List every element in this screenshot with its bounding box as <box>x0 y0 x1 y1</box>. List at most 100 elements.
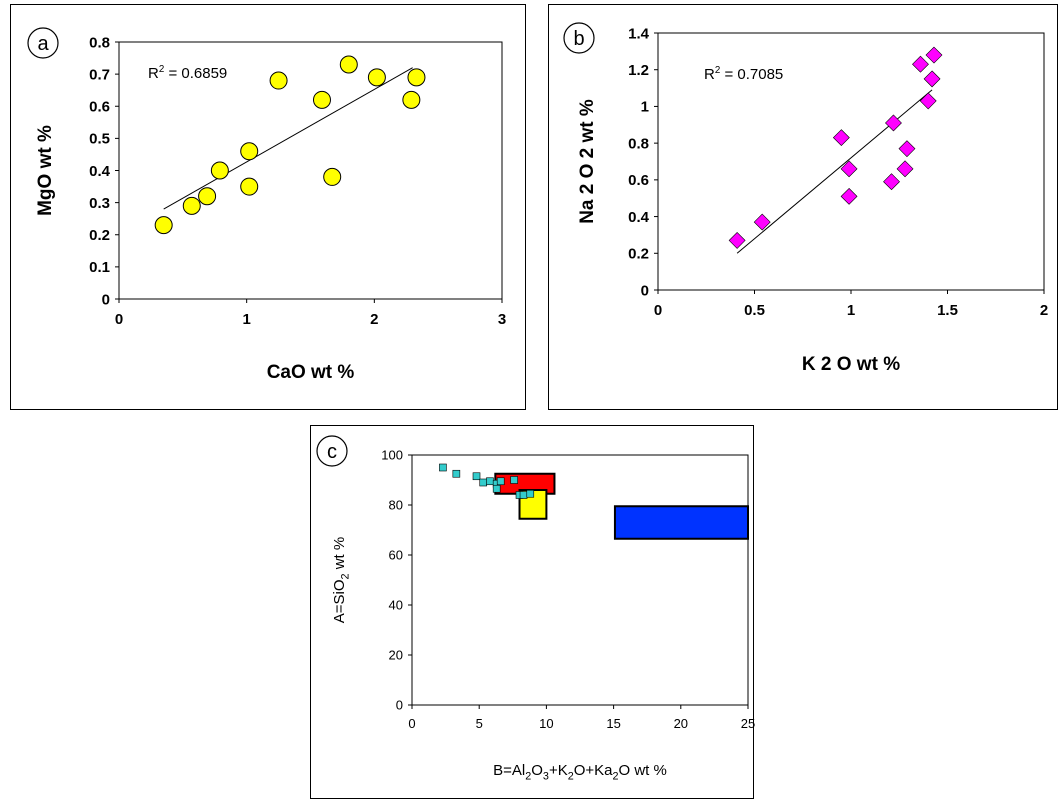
data-point <box>240 142 259 161</box>
y-tick-label: 0.7 <box>89 66 110 83</box>
y-axis-label: MgO wt % <box>35 125 56 216</box>
data-point <box>312 90 331 109</box>
y-tick-label: 0 <box>102 291 110 308</box>
plot-area-a <box>118 41 503 300</box>
x-tick-label: 1 <box>242 311 250 328</box>
x-tick-label: 1.5 <box>937 302 958 319</box>
data-point <box>402 90 421 109</box>
panel-label: a <box>37 33 49 55</box>
data-point <box>496 477 505 486</box>
data-point <box>472 472 481 481</box>
chart-c-svg: 0 20 40 60 80 100 0 5 10 15 20 25 B=Al2O3+K2O+Ka2O w… <box>316 435 755 783</box>
data-point <box>154 216 173 235</box>
y-tick-label: 0.2 <box>628 246 649 263</box>
x-axis-label: K 2 O wt % <box>802 354 900 375</box>
data-point <box>492 484 501 493</box>
trendline <box>736 89 933 254</box>
plot-area-c <box>411 454 749 706</box>
panel-label-circle <box>27 27 59 59</box>
y-tick-label: 0.6 <box>89 99 110 116</box>
plot-area-b <box>657 32 1045 291</box>
chart-b-svg: 0 0.2 0.4 0.6 0.8 1 1.2 1.4 0 0.5 1 1.5 2 K 2 O wt % N… <box>563 22 1048 375</box>
y-tick-label: 40 <box>389 598 403 613</box>
x-tick-label: 2 <box>1040 302 1048 319</box>
y-tick-label: 20 <box>389 648 403 663</box>
data-point <box>728 232 746 249</box>
data-point <box>240 177 259 196</box>
data-point <box>519 491 528 499</box>
data-point <box>925 46 943 64</box>
y-tick-label: 0.6 <box>628 172 649 189</box>
x-tick-label: 2 <box>370 311 378 328</box>
x-tick-label: 15 <box>606 716 620 731</box>
y-tick-label: 80 <box>389 498 403 513</box>
field-box-2 <box>613 505 749 540</box>
data-point <box>912 55 929 73</box>
x-tick-label: 10 <box>539 716 553 731</box>
panel-label-circle <box>316 435 348 467</box>
x-tick-label: 3 <box>498 311 506 328</box>
data-point <box>919 92 937 110</box>
data-point <box>269 71 288 90</box>
data-point <box>896 160 914 178</box>
chart-panel-a: 0 0.1 0.2 0.3 0.4 0.5 0.6 0.7 0.8 0 1 2 3 CaO wt % MgO… <box>10 4 526 410</box>
data-point <box>367 68 386 87</box>
r-squared-annotation: R2 = 0.7085 <box>704 65 783 83</box>
y-tick-label: 1.4 <box>628 25 650 42</box>
y-tick-label: 0 <box>641 282 649 299</box>
chart-panel-c: 0 20 40 60 80 100 0 5 10 15 20 25 B=Al2O3+K2O+Ka2O w… <box>310 425 755 799</box>
y-tick-label: 0.2 <box>89 227 110 244</box>
y-tick-label: 0 <box>396 698 403 713</box>
y-tick-label: 100 <box>381 448 403 463</box>
data-point <box>407 68 426 87</box>
y-tick-label: 0.8 <box>628 135 649 152</box>
y-tick-label: 1 <box>641 99 649 116</box>
data-point <box>840 187 858 205</box>
x-tick-label: 20 <box>674 716 688 731</box>
panel-label: c <box>327 441 337 463</box>
x-tick-label: 5 <box>476 716 483 731</box>
y-tick-label: 0.8 <box>89 34 110 51</box>
x-axis-label: CaO wt % <box>267 362 355 383</box>
data-point <box>479 478 488 487</box>
data-point <box>526 489 535 498</box>
data-point <box>323 167 342 186</box>
trendline <box>163 67 413 210</box>
panel-label: b <box>573 28 584 50</box>
data-point <box>883 173 900 191</box>
chart-panel-b: 0 0.2 0.4 0.6 0.8 1 1.2 1.4 0 0.5 1 1.5 2 K 2 O wt % N… <box>548 4 1058 410</box>
y-tick-label: 0.4 <box>628 209 650 226</box>
data-point <box>885 114 902 132</box>
data-point <box>753 213 771 231</box>
data-point <box>510 476 518 484</box>
data-point <box>439 463 447 472</box>
x-tick-label: 0 <box>408 716 415 731</box>
y-tick-label: 0.1 <box>89 259 110 276</box>
y-axis-label: A=SiO2 wt % <box>331 537 352 623</box>
r-squared-annotation: R2 = 0.6859 <box>148 64 227 82</box>
data-point <box>832 129 850 147</box>
x-tick-label: 0 <box>654 302 662 319</box>
y-tick-label: 0.4 <box>89 163 111 180</box>
data-point <box>198 187 217 206</box>
data-point <box>840 160 858 178</box>
data-point <box>452 469 461 478</box>
data-point <box>339 55 358 74</box>
y-tick-label: 0.3 <box>89 195 110 212</box>
data-point <box>923 70 941 88</box>
x-tick-label: 0 <box>115 311 123 328</box>
y-tick-label: 1.2 <box>628 62 649 79</box>
panel-label-circle <box>563 22 595 54</box>
data-point <box>210 161 229 180</box>
data-point <box>182 196 201 215</box>
y-tick-label: 60 <box>389 548 403 563</box>
x-axis-label: B=Al2O3+K2O+Ka2O wt % <box>493 762 667 783</box>
x-tick-label: 25 <box>741 716 755 731</box>
x-tick-label: 1 <box>847 302 855 319</box>
y-tick-label: 0.5 <box>89 131 110 148</box>
data-point <box>898 140 916 158</box>
x-tick-label: 0.5 <box>744 302 765 319</box>
chart-a-svg: 0 0.1 0.2 0.3 0.4 0.5 0.6 0.7 0.8 0 1 2 3 CaO wt % MgO… <box>27 27 506 383</box>
data-point <box>486 477 494 486</box>
y-axis-label: Na 2 O 2 wt % <box>577 99 598 224</box>
